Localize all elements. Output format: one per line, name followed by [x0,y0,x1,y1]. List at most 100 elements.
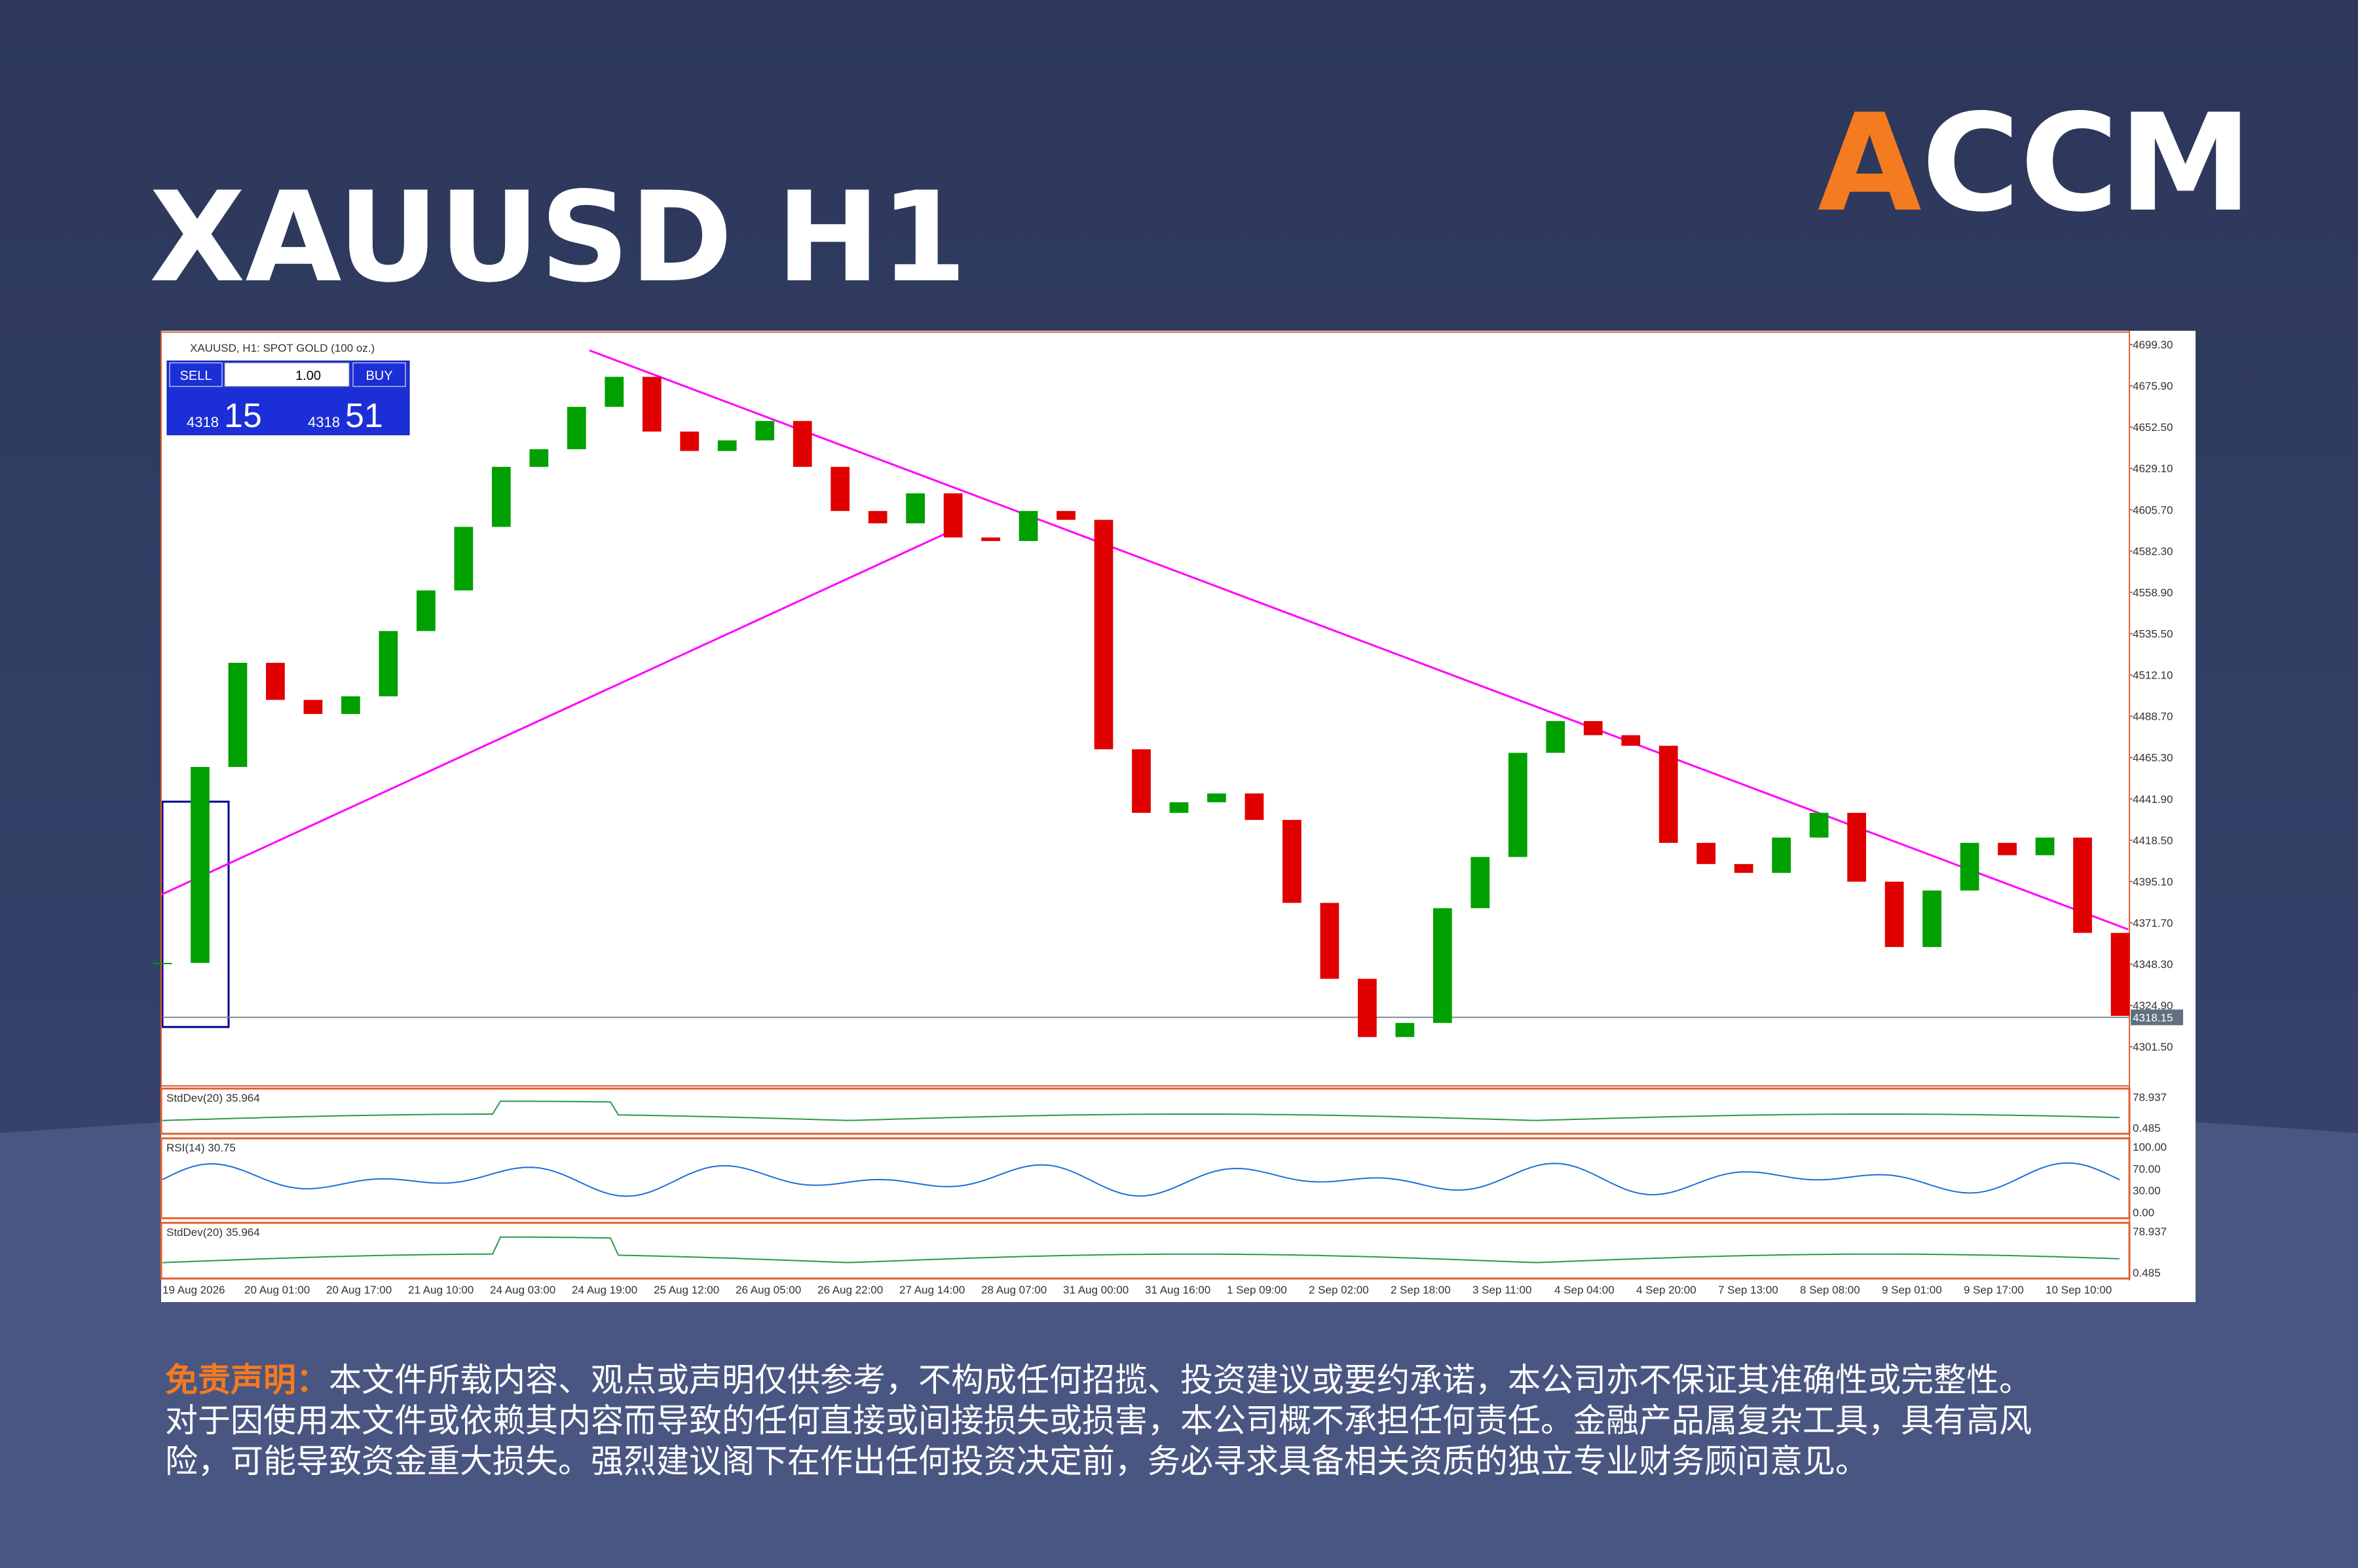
y-tick-label: 4558.90 [2133,586,2173,599]
x-tick-label: 1 Sep 09:00 [1227,1284,1287,1296]
sell-price-pips: 15 [224,397,262,435]
candle [2073,837,2092,933]
y-tick-label: 4324.90 [2133,999,2173,1012]
candle [1207,793,1226,802]
sell-label: SELL [180,369,212,383]
sell-button[interactable] [169,362,223,387]
disclaimer-text: 本文件所载内容、观点或声明仅供参考，不构成任何招揽、投资建议或要约承诺，本公司亦… [329,1361,2032,1399]
lot-value: 1.00 [295,369,321,383]
indicator-tick-label: 30.00 [2133,1185,2161,1197]
x-tick-label: 2 Sep 02:00 [1309,1284,1369,1296]
lot-input[interactable] [224,362,350,387]
disclaimer-line: 对于因使用本文件或依赖其内容而导致的任何直接或间接损失或损害，本公司概不承担任何… [165,1402,2032,1440]
indicator-tick-label: 0.485 [2133,1267,2161,1279]
y-tick-label: 4465.30 [2133,752,2173,764]
candle [1094,519,1114,750]
indicator-label: StdDev(20) 35.964 [166,1226,260,1239]
candle [1019,511,1038,541]
candle [1282,819,1301,903]
x-tick-label: 26 Aug 22:00 [817,1284,883,1296]
candle [2110,933,2130,1017]
candle [1998,842,2017,855]
x-tick-label: 20 Aug 01:00 [244,1284,310,1296]
candle [1169,802,1189,813]
buy-label: BUY [365,369,392,383]
candle [567,407,586,449]
candle [642,377,662,432]
indicator-panel [160,1087,2131,1135]
candle [153,963,172,965]
x-tick-label: 28 Aug 07:00 [981,1284,1047,1296]
candle [717,440,737,451]
buy-price: 4318 51 [308,397,383,435]
sell-price-main: 4318 [187,414,219,430]
y-tick-label: 4652.50 [2133,421,2173,434]
indicator-line [162,1100,2120,1121]
x-tick-label: 8 Sep 08:00 [1800,1284,1860,1296]
indicator-tick-label: 0.00 [2133,1206,2154,1219]
indicator-panel [160,1222,2131,1280]
y-tick-label: 4535.50 [2133,627,2173,640]
y-tick-label: 4582.30 [2133,545,2173,557]
indicator-tick-label: 0.485 [2133,1122,2161,1134]
candle [1244,793,1264,820]
x-tick-label: 25 Aug 12:00 [654,1284,719,1296]
x-tick-label: 20 Aug 17:00 [326,1284,392,1296]
indicator-tick-label: 78.937 [2133,1225,2167,1238]
candle [1508,753,1527,857]
x-tick-label: 31 Aug 16:00 [1145,1284,1210,1296]
candle [1057,511,1076,520]
candle [1395,1022,1415,1037]
y-tick-label: 4699.30 [2133,339,2173,351]
y-tick-label: 4348.30 [2133,958,2173,971]
logo: ACCM [1818,86,2253,242]
candle [228,662,248,767]
current-price-label: 4318.15 [2133,1011,2173,1024]
candle [1583,720,1603,736]
candle [1922,890,1941,947]
x-tick-label: 2 Sep 18:00 [1391,1284,1451,1296]
buy-price-main: 4318 [308,414,340,430]
candle [191,766,210,963]
y-tick-label: 4395.10 [2133,876,2173,888]
y-tick-label: 4488.70 [2133,711,2173,723]
x-tick-label: 19 Aug 2026 [162,1284,225,1296]
candle [2035,837,2055,855]
y-tick-label: 4441.90 [2133,793,2173,806]
candle [1696,842,1716,865]
candle [1884,882,1904,947]
disclaimer-label: 免责声明： [165,1361,329,1399]
y-tick-label: 4629.10 [2133,462,2173,475]
x-tick-label: 27 Aug 14:00 [899,1284,965,1296]
candle [906,493,925,524]
current-price-tag [2131,1009,2183,1026]
y-tick-label: 4675.90 [2133,380,2173,392]
candle [1132,749,1151,813]
disclaimer-line: 险，可能导致资金重大损失。强烈建议阁下在作出任何投资决定前，务必寻求具备相关资质… [165,1442,1868,1480]
y-tick-label: 4512.10 [2133,669,2173,682]
candle [981,537,1000,541]
chart-title: XAUUSD, H1: SPOT GOLD (100 oz.) [190,342,375,354]
x-tick-label: 26 Aug 05:00 [736,1284,801,1296]
candle [529,449,549,467]
candle [943,493,963,538]
y-tick-label: 4301.50 [2133,1041,2173,1053]
y-tick-label: 4605.70 [2133,504,2173,516]
candle [1960,842,1979,891]
x-tick-label: 9 Sep 17:00 [1964,1284,2024,1296]
trend-line [160,525,963,896]
x-tick-label: 10 Sep 10:00 [2046,1284,2112,1296]
candle [1658,745,1678,843]
candle [831,466,850,512]
buy-button[interactable] [352,362,406,387]
logo-a: A [1818,86,1922,242]
candle [1772,837,1791,873]
sell-price: 4318 15 [187,397,262,435]
x-tick-label: 31 Aug 00:00 [1063,1284,1129,1296]
x-tick-label: 4 Sep 04:00 [1554,1284,1615,1296]
y-tick-label: 4371.70 [2133,917,2173,929]
x-tick-label: 21 Aug 10:00 [408,1284,474,1296]
candle [1847,813,1867,882]
indicator-tick-label: 70.00 [2133,1163,2161,1175]
